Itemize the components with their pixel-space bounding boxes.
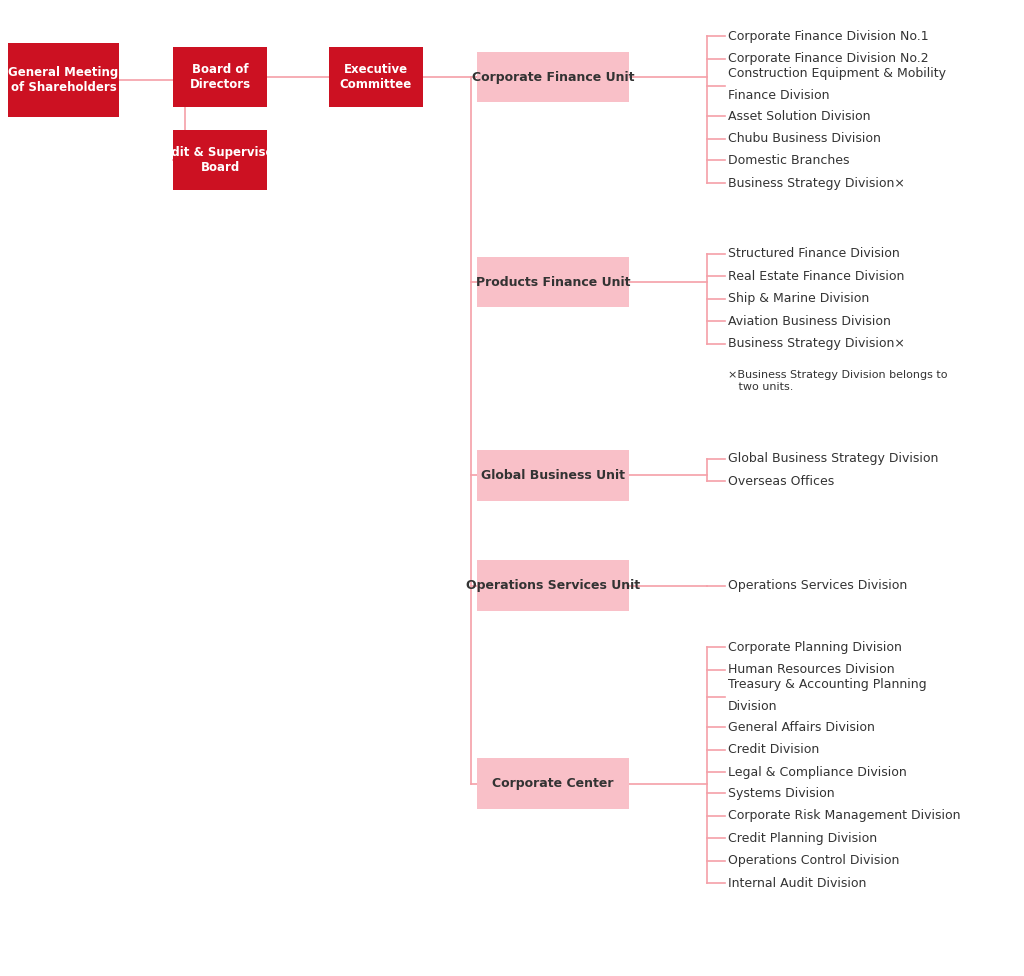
Text: Corporate Planning Division: Corporate Planning Division [728,640,902,654]
Text: Corporate Finance Division No.2: Corporate Finance Division No.2 [728,52,929,65]
Text: Business Strategy Division×: Business Strategy Division× [728,337,905,350]
Text: Board of
Directors: Board of Directors [189,63,251,91]
FancyBboxPatch shape [329,47,423,107]
Text: Chubu Business Division: Chubu Business Division [728,132,881,145]
Text: ×Business Strategy Division belongs to
   two units.: ×Business Strategy Division belongs to t… [728,370,947,391]
Text: Credit Division: Credit Division [728,743,819,756]
FancyBboxPatch shape [477,560,629,611]
Text: Audit & Supervisory
Board: Audit & Supervisory Board [154,146,287,174]
Text: Operations Control Division: Operations Control Division [728,854,899,868]
FancyBboxPatch shape [477,257,629,307]
FancyBboxPatch shape [477,758,629,809]
Text: Corporate Finance Division No.1: Corporate Finance Division No.1 [728,29,929,43]
Text: General Meeting
of Shareholders: General Meeting of Shareholders [8,66,119,94]
FancyBboxPatch shape [477,450,629,501]
Text: Ship & Marine Division: Ship & Marine Division [728,292,869,305]
Text: Global Business Unit: Global Business Unit [481,468,625,482]
Text: Credit Planning Division: Credit Planning Division [728,832,878,845]
Text: Operations Services Unit: Operations Services Unit [466,579,640,592]
Text: Division: Division [728,700,777,713]
Text: Construction Equipment & Mobility: Construction Equipment & Mobility [728,66,946,80]
Text: Aviation Business Division: Aviation Business Division [728,314,891,328]
Text: Global Business Strategy Division: Global Business Strategy Division [728,452,938,466]
Text: Internal Audit Division: Internal Audit Division [728,876,866,890]
FancyBboxPatch shape [8,43,119,116]
Text: Structured Finance Division: Structured Finance Division [728,247,900,261]
Text: Legal & Compliance Division: Legal & Compliance Division [728,765,907,779]
Text: Executive
Committee: Executive Committee [340,63,412,91]
Text: Overseas Offices: Overseas Offices [728,474,835,488]
Text: Asset Solution Division: Asset Solution Division [728,109,870,123]
Text: Finance Division: Finance Division [728,89,829,102]
Text: Human Resources Division: Human Resources Division [728,663,895,676]
Text: Products Finance Unit: Products Finance Unit [476,275,630,289]
Text: Corporate Risk Management Division: Corporate Risk Management Division [728,809,961,823]
FancyBboxPatch shape [477,52,629,102]
Text: Treasury & Accounting Planning: Treasury & Accounting Planning [728,677,927,691]
Text: Corporate Finance Unit: Corporate Finance Unit [472,70,634,84]
Text: Business Strategy Division×: Business Strategy Division× [728,177,905,190]
Text: Systems Division: Systems Division [728,787,835,800]
FancyBboxPatch shape [173,130,267,190]
Text: Corporate Center: Corporate Center [493,777,613,791]
FancyBboxPatch shape [173,47,267,107]
Text: General Affairs Division: General Affairs Division [728,720,874,734]
Text: Operations Services Division: Operations Services Division [728,579,907,592]
Text: Real Estate Finance Division: Real Estate Finance Division [728,269,904,283]
Text: Domestic Branches: Domestic Branches [728,153,850,167]
